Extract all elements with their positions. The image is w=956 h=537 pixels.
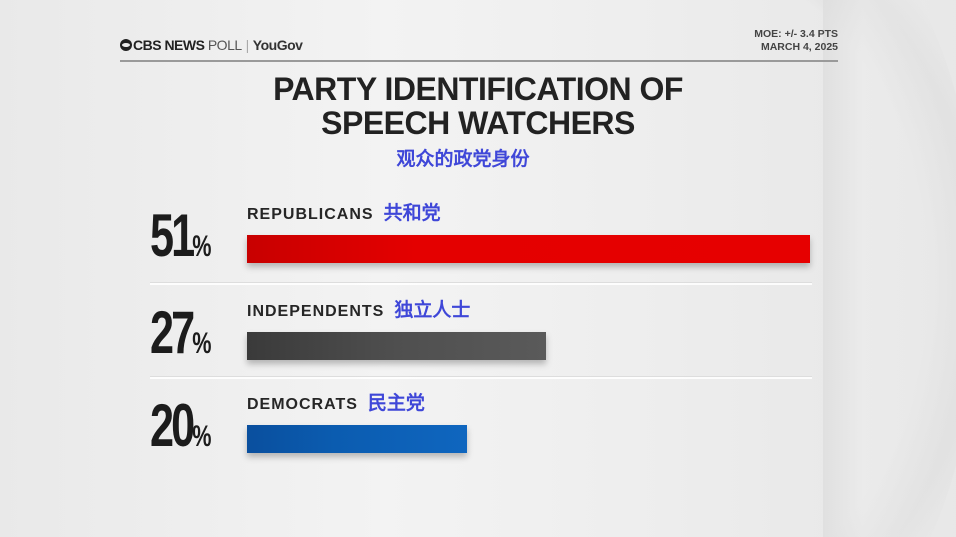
bar-row-democrats: 20% DEMOCRATS 民主党 <box>150 388 812 468</box>
percent-value: 20% <box>150 392 212 459</box>
category-label: INDEPENDENTS 独立人士 <box>247 300 471 321</box>
brand-yougov: YouGov <box>252 37 303 53</box>
brand-cbs: CBS NEWS <box>133 37 205 53</box>
chart-subtitle-cn: 观众的政党身份 <box>396 149 530 170</box>
moe-text: MOE: +/- 3.4 PTS <box>754 28 838 40</box>
header: CBS NEWS POLL | YouGov MOE: +/- 3.4 PTS MA… <box>120 28 838 60</box>
bar-democrats <box>247 425 467 453</box>
header-rule <box>120 60 838 62</box>
category-label-cn: 民主党 <box>367 393 425 414</box>
poll-meta: MOE: +/- 3.4 PTS MARCH 4, 2025 <box>754 28 838 54</box>
category-label-cn: 共和党 <box>383 203 441 224</box>
cbs-yougov-logo: CBS NEWS POLL | YouGov <box>120 37 303 53</box>
bar-independents <box>247 332 546 360</box>
date-text: MARCH 4, 2025 <box>760 41 838 53</box>
category-label: REPUBLICANS 共和党 <box>247 203 441 224</box>
cbs-eye-icon <box>120 39 132 51</box>
brand-separator: | <box>245 37 250 53</box>
background-panel <box>823 0 956 537</box>
chart-title: PARTY IDENTIFICATION OF SPEECH WATCHERS <box>0 72 956 140</box>
bar-row-republicans: 51% REPUBLICANS 共和党 <box>150 198 812 278</box>
category-label-cn: 独立人士 <box>394 300 471 321</box>
title-line-2: SPEECH WATCHERS <box>321 105 635 141</box>
bar-row-independents: 27% INDEPENDENTS 独立人士 <box>150 295 812 375</box>
percent-value: 27% <box>150 299 212 366</box>
row-divider <box>150 282 812 285</box>
brand-poll: POLL <box>207 37 242 53</box>
row-divider <box>150 376 812 379</box>
title-line-1: PARTY IDENTIFICATION OF <box>273 71 683 107</box>
category-label: DEMOCRATS 民主党 <box>247 393 425 414</box>
bar-republicans <box>247 235 810 263</box>
percent-value: 51% <box>150 202 212 269</box>
